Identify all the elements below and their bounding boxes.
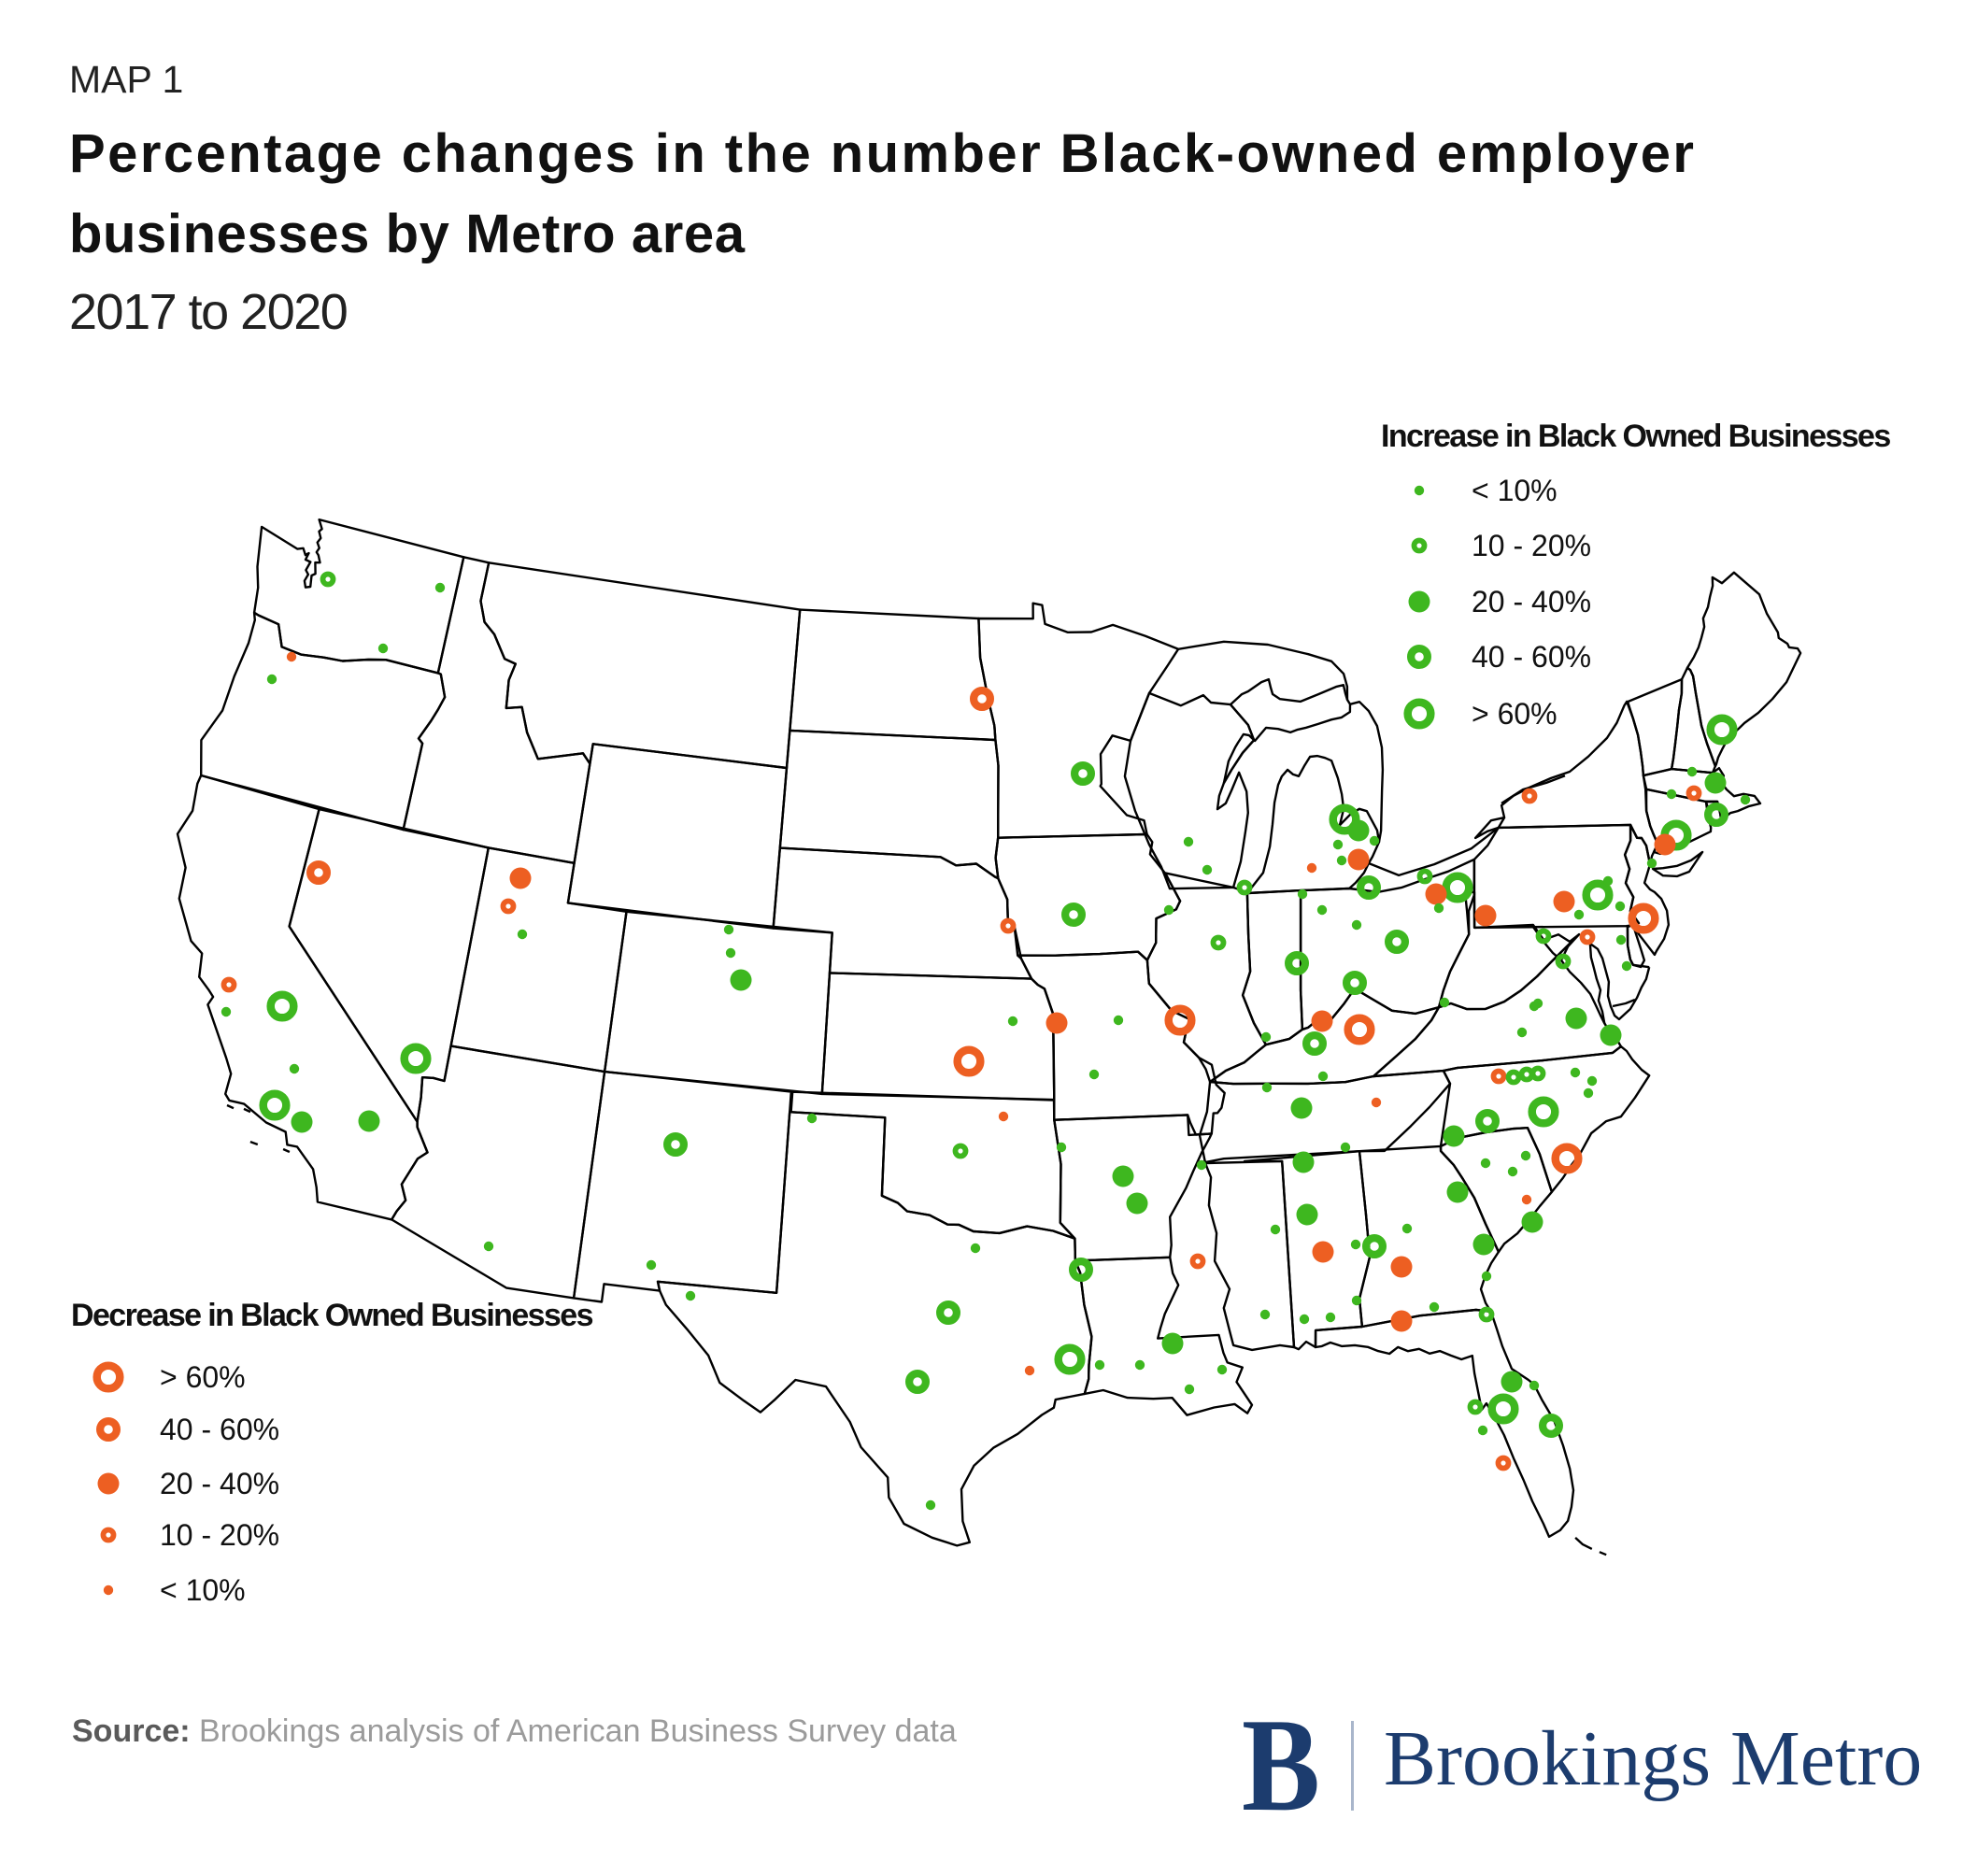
svg-text:10 - 20%: 10 - 20% (160, 1518, 279, 1552)
svg-text:Increase in Black Owned Busine: Increase in Black Owned Businesses (1381, 419, 1890, 454)
svg-text:> 60%: > 60% (160, 1360, 246, 1394)
svg-text:Decrease in Black Owned Busine: Decrease in Black Owned Businesses (71, 1298, 593, 1333)
svg-text:< 10%: < 10% (1472, 474, 1558, 507)
svg-text:40 - 60%: 40 - 60% (1472, 640, 1591, 674)
svg-text:10 - 20%: 10 - 20% (1472, 529, 1591, 562)
svg-text:20 - 40%: 20 - 40% (1472, 585, 1591, 618)
svg-text:40 - 60%: 40 - 60% (160, 1413, 279, 1446)
svg-text:20 - 40%: 20 - 40% (160, 1467, 279, 1500)
svg-text:> 60%: > 60% (1472, 697, 1558, 731)
svg-text:< 10%: < 10% (160, 1573, 246, 1607)
